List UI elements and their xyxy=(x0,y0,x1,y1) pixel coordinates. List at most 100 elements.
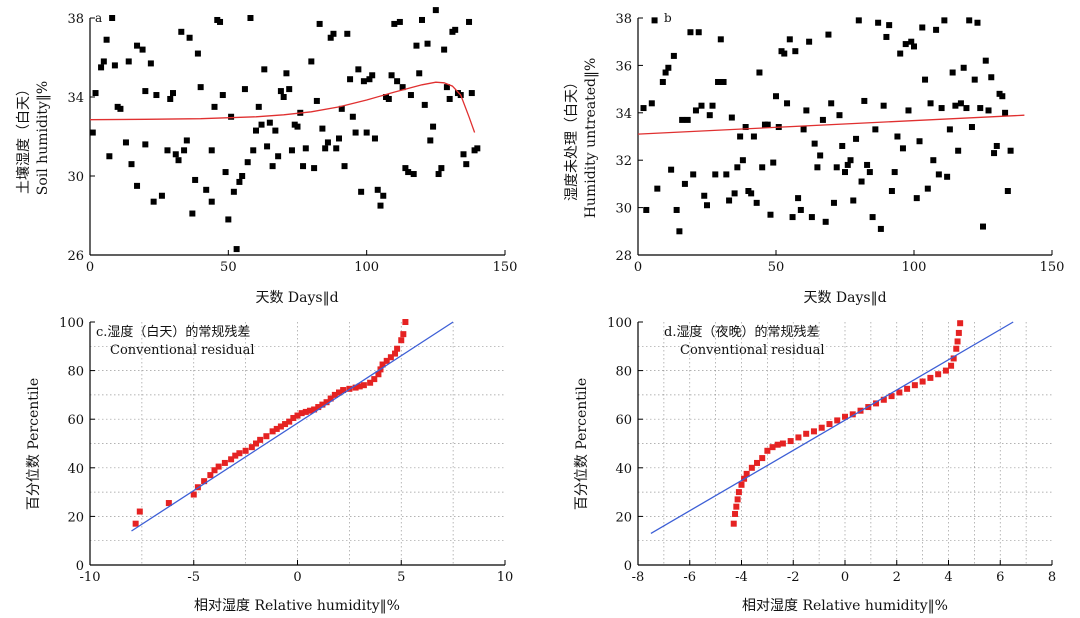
panel-b-point-1 xyxy=(643,206,650,213)
panel-c-xtick-label-4: 10 xyxy=(497,570,514,585)
panel-b-point-119 xyxy=(974,19,981,26)
panel-c-point-49 xyxy=(398,337,405,344)
panel-c-point-8 xyxy=(215,463,222,470)
panel-a-point-53 xyxy=(253,127,259,134)
panel-a-point-34 xyxy=(197,84,204,91)
panel-b-xtick-label-1: 50 xyxy=(768,260,785,275)
panel-b-point-85 xyxy=(880,102,887,109)
panel-b-point-107 xyxy=(941,17,948,24)
panel-d-point-36 xyxy=(948,362,955,369)
panel-a-point-32 xyxy=(192,176,199,183)
panel-b-point-75 xyxy=(853,135,860,142)
panel-a-point-79 xyxy=(327,34,334,41)
panel-b-point-7 xyxy=(665,64,672,71)
panel-a-letter: a xyxy=(95,11,102,25)
panel-d-point-18 xyxy=(810,428,817,435)
panel-a-point-57 xyxy=(264,143,271,150)
panel-c-title: c.湿度（白天）的常规残差 xyxy=(96,324,250,340)
panel-b-xlabel: 天数 Days‖d xyxy=(803,290,886,306)
panel-b-point-58 xyxy=(806,38,813,45)
panel-a-ytick-label-2: 34 xyxy=(67,91,84,106)
panel-d-point-20 xyxy=(826,421,833,428)
panel-b-point-84 xyxy=(877,225,884,232)
panel-b-point-106 xyxy=(938,105,945,112)
panel-a-point-100 xyxy=(385,95,392,102)
panel-a-point-78 xyxy=(324,139,331,146)
panel-a-point-113 xyxy=(421,101,428,108)
panel-d-point-3 xyxy=(734,496,741,503)
panel-b-point-43 xyxy=(764,121,771,128)
panel-d-point-30 xyxy=(904,385,911,392)
panel-a-point-88 xyxy=(352,129,359,136)
panel-d-subtitle: Conventional residual xyxy=(680,343,825,358)
panel-a-point-24 xyxy=(170,90,176,97)
panel-b-point-4 xyxy=(654,185,661,192)
panel-b-point-122 xyxy=(982,57,989,64)
panel-b-point-130 xyxy=(1004,188,1011,195)
panel-b-point-35 xyxy=(742,124,749,131)
panel-d-ytick-label-5: 100 xyxy=(607,316,632,331)
panel-a-point-3 xyxy=(100,58,107,65)
panel-b-point-46 xyxy=(773,93,779,100)
panel-a-xtick-label-1: 50 xyxy=(220,260,237,275)
panel-a-point-35 xyxy=(203,186,210,193)
panel-c-point-31 xyxy=(323,399,330,406)
panel-c-point-32 xyxy=(327,395,334,402)
panel-a-point-84 xyxy=(341,163,348,170)
panel-d-xtick-label-4: 0 xyxy=(841,570,849,585)
panel-b-plot-area: 0 50 100 150 28 30 32 34 36 38 xyxy=(615,12,1064,275)
panel-b-ytick-label-4: 36 xyxy=(615,59,632,74)
panel-b-point-38 xyxy=(750,133,757,140)
panel-a-point-37 xyxy=(208,198,215,205)
panel-a-point-62 xyxy=(277,88,284,95)
panel-d-point-40 xyxy=(955,329,962,336)
panel-d-point-19 xyxy=(818,424,825,431)
panel-b-point-112 xyxy=(955,147,962,154)
panel-b-xtick-label-0: 0 xyxy=(634,260,642,275)
panel-a-point-55 xyxy=(258,121,265,128)
panel-b-point-32 xyxy=(734,164,741,171)
panel-b-point-29 xyxy=(726,197,733,204)
panel-c-xtick-label-0: -10 xyxy=(80,570,101,585)
panel-d-point-7 xyxy=(743,470,750,477)
panel-c-point-0 xyxy=(132,520,139,527)
panel-c-xlabel: 相对湿度 Relative humidity‖% xyxy=(194,598,400,614)
panel-a-point-47 xyxy=(236,178,243,185)
panel-c-point-18 xyxy=(269,428,276,435)
panel-d-point-37 xyxy=(950,355,957,362)
panel-b-point-65 xyxy=(825,31,832,38)
panel-a-point-45 xyxy=(230,188,237,195)
panel-d-ytick-label-0: 0 xyxy=(624,559,632,574)
panel-d-title: d.湿度（夜晚）的常规残差 xyxy=(664,324,819,340)
panel-d-point-0 xyxy=(730,520,737,527)
panel-c-point-12 xyxy=(236,450,243,457)
panel-d-xlabel: 相对湿度 Relative humidity‖% xyxy=(742,598,948,614)
panel-a-xtick-label-2: 100 xyxy=(354,260,379,275)
panel-c-point-14 xyxy=(248,444,255,451)
panel-c-fit-line xyxy=(131,321,454,532)
panel-a-point-23 xyxy=(167,95,174,102)
panel-b-point-73 xyxy=(847,157,854,164)
panel-b-point-94 xyxy=(905,107,912,114)
panel-c-point-21 xyxy=(282,421,289,428)
panel-b-point-10 xyxy=(673,206,680,213)
panel-c-point-46 xyxy=(387,354,394,361)
panel-b-point-53 xyxy=(792,48,799,55)
panel-a-point-64 xyxy=(283,70,290,77)
panel-d-ytick-label-1: 20 xyxy=(615,510,632,525)
panel-d-xtick-label-0: -8 xyxy=(632,570,645,585)
panel-b-point-126 xyxy=(993,142,1000,149)
panel-d-point-1 xyxy=(732,510,739,517)
panel-b-point-28 xyxy=(723,171,730,178)
panel-d-point-4 xyxy=(735,489,742,496)
panel-a-point-108 xyxy=(407,92,414,99)
panel-c-point-34 xyxy=(336,389,342,396)
panel-b-point-31 xyxy=(731,190,738,197)
panel-a-point-109 xyxy=(410,171,417,178)
panel-a-point-93 xyxy=(366,76,373,83)
panel-b-point-5 xyxy=(659,78,666,85)
panel-a-point-65 xyxy=(286,86,293,93)
panel-b-point-98 xyxy=(916,138,923,145)
panel-a-point-4 xyxy=(103,36,110,43)
